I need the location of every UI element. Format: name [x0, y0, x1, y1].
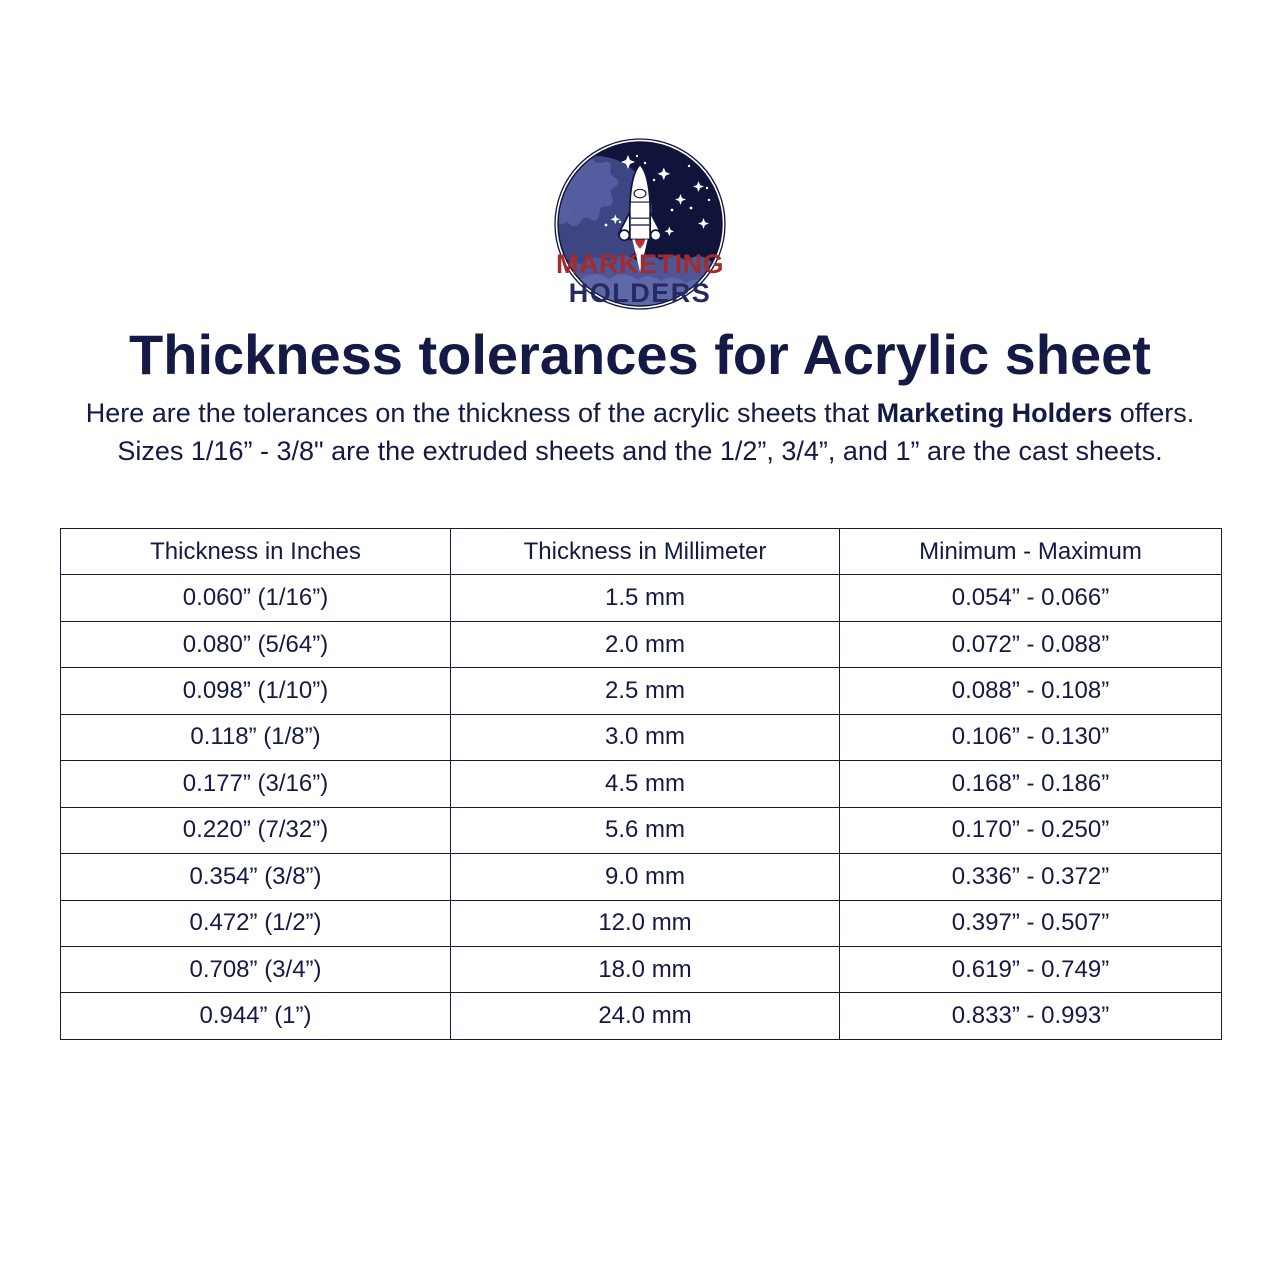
svg-text:HOLDERS: HOLDERS: [569, 278, 712, 308]
svg-text:MARKETING: MARKETING: [556, 249, 724, 279]
